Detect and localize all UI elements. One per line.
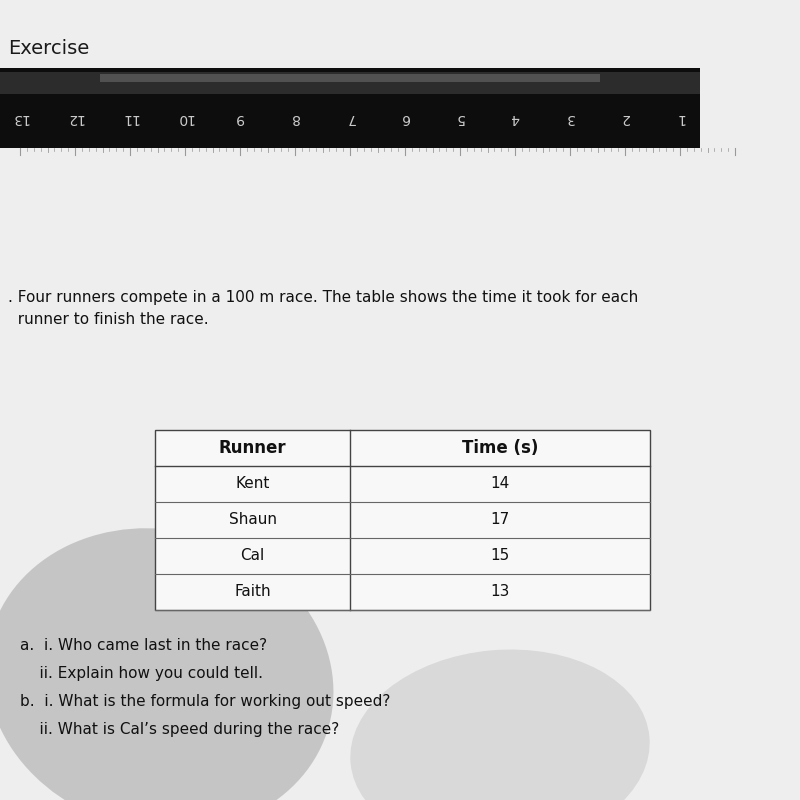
Text: a.  i. Who came last in the race?: a. i. Who came last in the race? [20, 638, 267, 653]
Text: 3: 3 [566, 110, 574, 125]
Text: Exercise: Exercise [8, 39, 90, 58]
Text: 8: 8 [290, 110, 299, 125]
Text: 4: 4 [510, 110, 519, 125]
Text: 15: 15 [490, 549, 510, 563]
Text: runner to finish the race.: runner to finish the race. [8, 312, 209, 327]
Bar [100, 74, 600, 82]
Text: 10: 10 [176, 110, 194, 125]
Bar [155, 430, 650, 610]
Text: 6: 6 [401, 110, 410, 125]
Text: 11: 11 [121, 110, 139, 125]
Text: 9: 9 [235, 110, 245, 125]
Text: 1: 1 [675, 110, 685, 125]
Text: 14: 14 [490, 477, 510, 491]
Text: Cal: Cal [240, 549, 265, 563]
Text: Kent: Kent [235, 477, 270, 491]
Ellipse shape [0, 528, 334, 800]
Text: b.  i. What is the formula for working out speed?: b. i. What is the formula for working ou… [20, 694, 390, 709]
Text: 13: 13 [11, 110, 29, 125]
Text: 13: 13 [490, 585, 510, 599]
Bar [0, 68, 700, 148]
Text: 12: 12 [66, 110, 84, 125]
Text: ii. Explain how you could tell.: ii. Explain how you could tell. [20, 666, 263, 681]
Text: . Four runners compete in a 100 m race. The table shows the time it took for eac: . Four runners compete in a 100 m race. … [8, 290, 638, 305]
Text: Shaun: Shaun [229, 513, 277, 527]
Text: Time (s): Time (s) [462, 439, 538, 457]
Bar [0, 72, 700, 94]
Text: ii. What is Cal’s speed during the race?: ii. What is Cal’s speed during the race? [20, 722, 339, 737]
Text: 17: 17 [490, 513, 510, 527]
Text: 2: 2 [621, 110, 630, 125]
Ellipse shape [350, 650, 650, 800]
Text: 7: 7 [346, 110, 354, 125]
Text: Faith: Faith [234, 585, 271, 599]
Text: Runner: Runner [218, 439, 286, 457]
Text: 5: 5 [456, 110, 464, 125]
